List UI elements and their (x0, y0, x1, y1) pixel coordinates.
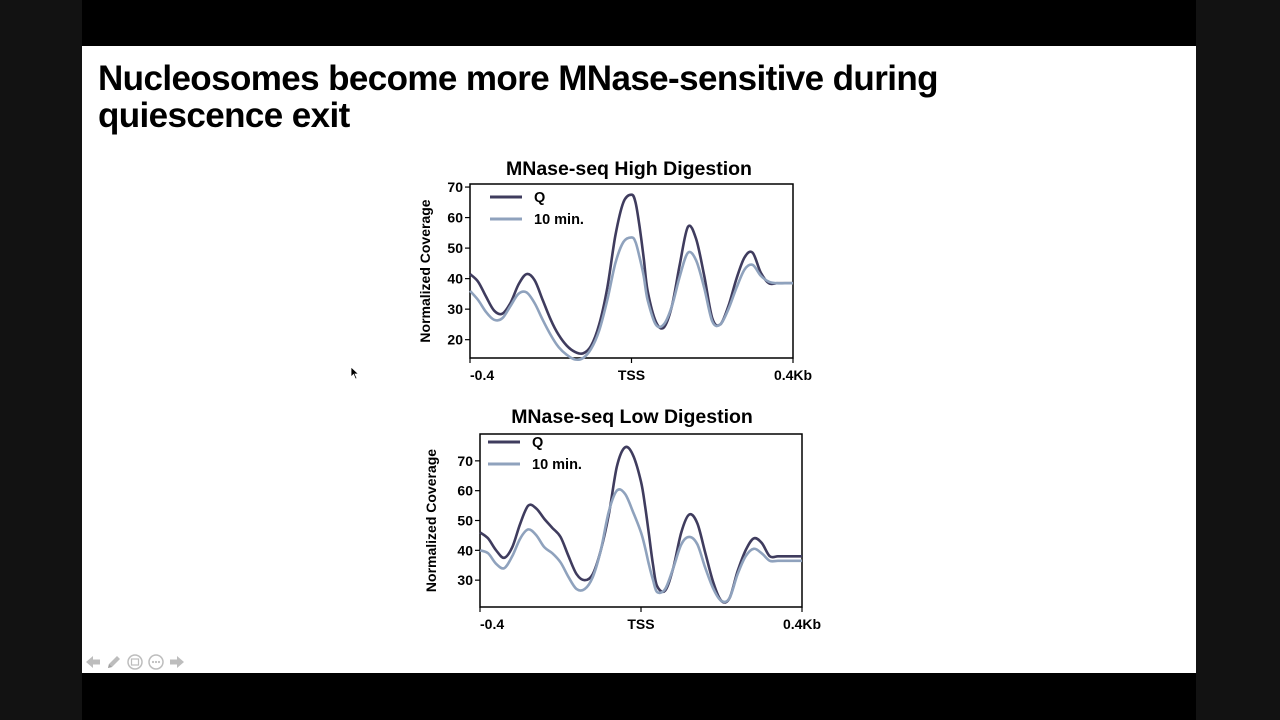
series-line-q (469, 193, 793, 356)
arrow-right-icon[interactable] (168, 653, 186, 671)
y-tick-label: 60 (447, 210, 463, 226)
legend-label: Q (532, 435, 543, 451)
slide-title: Nucleosomes become more MNase-sensitive … (98, 60, 1078, 134)
slideshow-toolbar (84, 652, 186, 672)
arrow-left-icon[interactable] (84, 653, 102, 671)
pen-icon[interactable] (105, 653, 123, 671)
plot-frame (479, 433, 803, 608)
chart-high-digestion: MNase-seq High Digestion Normalized Cover… (417, 158, 812, 383)
mouse-cursor-icon (350, 366, 360, 380)
y-tick-label: 50 (447, 240, 463, 256)
series-line-10-min (468, 236, 793, 362)
chart-low-digestion: MNase-seq Low Digestion Normalized Covera… (423, 406, 821, 632)
right-frame (1196, 0, 1280, 720)
y-tick-label: 70 (447, 179, 463, 195)
y-tick-label: 60 (457, 483, 473, 499)
left-frame (0, 0, 82, 720)
bottom-letterbox (82, 673, 1196, 720)
y-tick-label: 70 (457, 453, 473, 469)
chart-title: MNase-seq Low Digestion (511, 406, 753, 428)
series-line-10-min (479, 488, 802, 604)
y-axis-label: Normalized Coverage (417, 199, 433, 342)
x-tick-label: -0.4 (480, 616, 504, 632)
legend-label: 10 min. (534, 212, 584, 228)
y-tick-label: 30 (457, 572, 473, 588)
presentation-slide: Nucleosomes become more MNase-sensitive … (82, 46, 1196, 673)
x-tick-label: 0.4Kb (774, 367, 812, 383)
y-tick-label: 30 (447, 301, 463, 317)
y-tick-label: 20 (447, 332, 463, 348)
top-letterbox (82, 0, 1196, 46)
x-tick-label: TSS (618, 367, 645, 383)
more-options-icon[interactable] (147, 653, 165, 671)
legend-label: 10 min. (532, 457, 582, 473)
y-axis-label: Normalized Coverage (423, 449, 439, 592)
y-tick-label: 50 (457, 513, 473, 529)
slide-title-line-1: Nucleosomes become more MNase-sensitive … (98, 59, 939, 98)
chart-title: MNase-seq High Digestion (506, 158, 752, 180)
slide-title-line-2: quiescence exit (98, 96, 350, 135)
series-line-q (479, 445, 802, 604)
y-tick-label: 40 (457, 542, 473, 558)
x-tick-label: 0.4Kb (783, 616, 821, 632)
x-tick-label: TSS (627, 616, 654, 632)
x-tick-label: -0.4 (470, 367, 494, 383)
slides-grid-icon[interactable] (126, 653, 144, 671)
y-tick-label: 40 (447, 271, 463, 287)
legend-label: Q (534, 190, 545, 206)
